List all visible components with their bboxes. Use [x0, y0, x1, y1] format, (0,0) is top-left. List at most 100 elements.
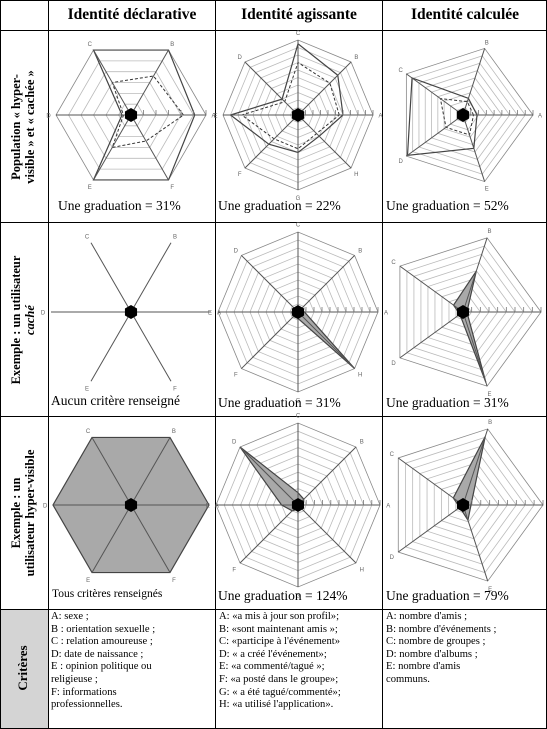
radar-axis-label: E — [208, 311, 212, 317]
radar-axis-label: D — [43, 504, 48, 510]
caption-cache-calculee: Une graduation = 31% — [386, 395, 509, 410]
radar-axis-spoke — [406, 73, 464, 116]
radar-axis-spoke — [297, 255, 355, 313]
radar-axis-label: C — [296, 413, 301, 419]
radar-axis-label: C — [390, 452, 395, 458]
caption-hypervisible-declarative: Tous critères renseignés — [52, 588, 163, 600]
criteria-item: A: nombre d'amis ; — [386, 611, 468, 622]
radar-axis-label: A — [384, 311, 388, 317]
radar-axis-label: D — [399, 159, 404, 165]
radar-grid-ring — [426, 462, 508, 548]
radar-axis-spoke — [239, 446, 299, 506]
column-header-calculee: Identité calculée — [410, 6, 520, 23]
radar-axis-label: B — [360, 440, 364, 446]
radar-axis-label: E — [206, 504, 210, 510]
radar-axis-spoke — [130, 114, 169, 181]
radar-axis-label: D — [234, 248, 239, 254]
radar-axis-label: C — [85, 234, 90, 240]
radar-axis-spoke — [241, 255, 299, 313]
radar-axis-label: C — [296, 31, 301, 37]
criteria-item: D: nombre d'albums ; — [386, 648, 478, 660]
radar-axis-label: F — [238, 172, 242, 178]
radar-axis-label: C — [86, 429, 91, 435]
radar-series — [406, 77, 478, 156]
radar-grid-ring — [450, 99, 480, 131]
radar-axis-spoke — [244, 114, 299, 169]
radar-axis-label: F — [172, 578, 176, 584]
caption-population-calculee: Une graduation = 52% — [386, 198, 509, 213]
radar-axis-spoke — [239, 504, 299, 564]
radar-grid-ring — [405, 47, 534, 183]
radar-axis-spoke — [399, 311, 464, 359]
radar-axis-label: D — [391, 361, 396, 367]
criteria-item: A: sexe ; — [51, 611, 89, 622]
criteria-item: religieuse ; — [51, 673, 98, 685]
radar-grid-ring — [434, 278, 499, 346]
criteria-item: F: informations — [51, 686, 117, 698]
radar-axis-spoke — [399, 265, 464, 313]
radar-center-marker — [124, 498, 138, 512]
radar-axis-label: C — [296, 223, 301, 229]
radar-grid-ring — [437, 84, 495, 146]
radar-axis-spoke — [297, 504, 357, 564]
caption-hypervisible-calculee: Une graduation = 79% — [386, 588, 509, 603]
radar-grid-ring — [399, 237, 542, 387]
caption-cache-agissante: Une graduation = 31% — [218, 395, 341, 410]
radar-axis-label: E — [213, 114, 217, 120]
radar-axis-label: F — [234, 373, 238, 379]
radar-axis-spoke — [297, 114, 352, 169]
radar-axis-label: D — [232, 440, 237, 446]
radar-series — [452, 270, 487, 383]
criteria-item: B: nombre d'événements ; — [386, 623, 497, 635]
radar-grid-ring — [405, 436, 535, 574]
radar-center-marker — [291, 108, 305, 122]
radar-axis-spoke — [241, 311, 299, 369]
radar-axis-label: G — [296, 399, 301, 405]
radar-grid-ring — [427, 270, 507, 354]
radar-axis-spoke — [90, 311, 132, 382]
radar-axis-label: B — [488, 229, 492, 235]
criteria-item: communs. — [386, 673, 430, 685]
criteria-item: E : opinion politique ou — [51, 661, 152, 673]
criteria-item: H: «a utilisé l'application». — [219, 699, 334, 711]
radar-grid-ring — [406, 245, 533, 379]
radar-grid-ring — [441, 286, 490, 338]
radar-axis-spoke — [297, 446, 357, 506]
radar-axis-label: E — [488, 587, 492, 593]
criteria-list-calculee: A: nombre d'amis ; B: nombre d'événements… — [386, 611, 546, 687]
criteria-item: C: nombre de groupes ; — [386, 636, 486, 648]
radar-axis-label: A — [211, 114, 215, 120]
radar-series — [240, 61, 340, 150]
radar-axis-spoke — [91, 437, 132, 506]
caption-population-declarative: Une graduation = 31% — [58, 198, 181, 213]
radar-axis-label: E — [85, 387, 89, 393]
radar-center-marker — [291, 305, 305, 319]
radar-axis-spoke — [462, 428, 489, 506]
radar-grid-ring — [456, 107, 472, 123]
radar-series — [439, 97, 475, 136]
radar-axis-label: D — [46, 114, 51, 120]
radar-axis-spoke — [462, 504, 489, 582]
radar-grid-ring — [397, 428, 544, 582]
radar-axis-spoke — [130, 311, 172, 382]
column-header-declarative: Identité déclarative — [67, 6, 197, 23]
radar-axis-spoke — [462, 311, 488, 387]
radar-axis-label: B — [172, 429, 176, 435]
radar-axis-spoke — [406, 114, 464, 157]
radar-axis-spoke — [130, 504, 171, 573]
radar-axis-label: B — [170, 42, 174, 48]
radar-axis-spoke — [130, 49, 169, 116]
radar-grid-ring — [412, 55, 526, 175]
radar-axis-spoke — [297, 61, 352, 116]
radar-grid-ring — [443, 92, 487, 138]
radar-axis-label: F — [173, 387, 177, 393]
criteria-item: F: «a posté dans le groupe»; — [219, 673, 339, 685]
radar-axis-label: G — [296, 594, 301, 600]
radar-axis-spoke — [397, 457, 464, 506]
criteria-item: E: «a commenté/tagué »; — [219, 661, 325, 673]
criteria-item: B: «sont maintenant amis »; — [219, 623, 338, 635]
radar-axis-spoke — [244, 61, 299, 116]
radar-axis-label: E — [488, 392, 492, 398]
radar-axis-spoke — [130, 242, 172, 313]
